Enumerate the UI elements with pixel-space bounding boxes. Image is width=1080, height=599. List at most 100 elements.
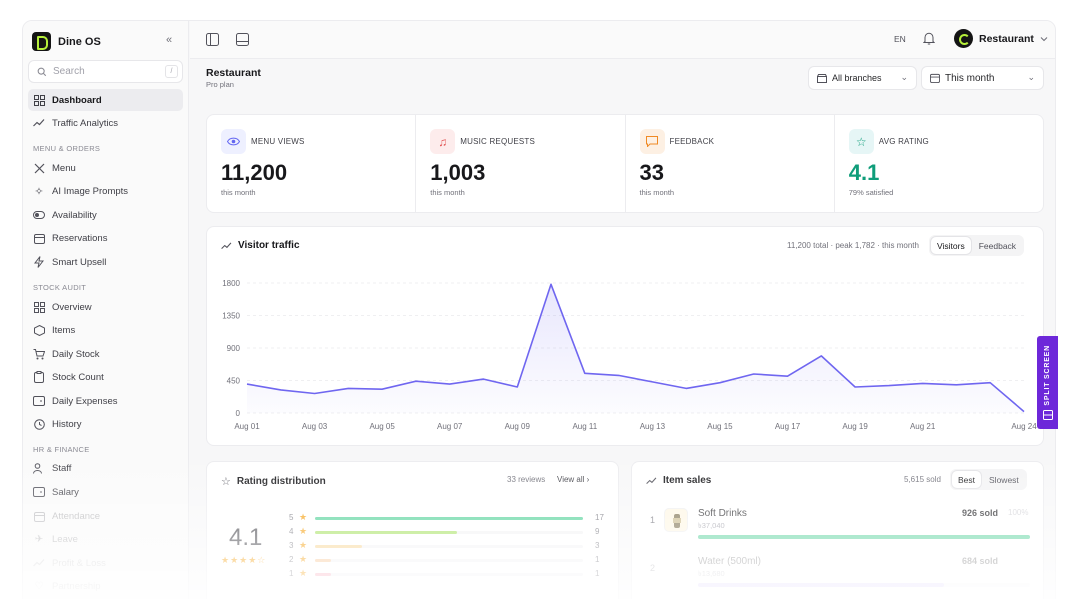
rating-bar-fill xyxy=(315,573,331,576)
sidebar-toggle-icon[interactable] xyxy=(206,33,219,46)
rating-bar-track xyxy=(315,573,583,576)
calendar-icon xyxy=(33,510,45,522)
rating-count: 3 xyxy=(595,541,600,550)
account-menu[interactable]: Restaurant xyxy=(954,29,1048,48)
sidebar-item-items[interactable]: Items xyxy=(28,319,183,341)
sidebar-item-smart-upsell[interactable]: Smart Upsell xyxy=(28,251,183,273)
stat-label: AVG RATING xyxy=(878,137,929,146)
trend-icon xyxy=(33,117,45,129)
x-tick-label: Aug 01 xyxy=(234,422,260,431)
rating-row: 3 ★ 3 xyxy=(289,540,609,552)
traffic-toggle: Visitors Feedback xyxy=(929,235,1025,256)
x-tick-label: Aug 15 xyxy=(707,422,733,431)
sidebar-item-traffic-analytics[interactable]: Traffic Analytics xyxy=(28,112,183,134)
sidebar-item-profit-loss[interactable]: Profit & Loss xyxy=(28,552,183,574)
sidebar-item-leave[interactable]: ✈ Leave xyxy=(28,528,183,550)
stat-label: MUSIC REQUESTS xyxy=(460,137,536,146)
sidebar-item-staff[interactable]: Staff xyxy=(28,457,183,479)
item-sold: 684 sold xyxy=(962,556,999,566)
star-icon: ★ xyxy=(299,512,308,522)
x-tick-label: Aug 17 xyxy=(775,422,801,431)
sale-row[interactable]: 1 Soft Drinks ৳37,040 926 sold 100% xyxy=(646,508,1030,544)
card-title-text: Item sales xyxy=(663,475,712,486)
view-all-link[interactable]: View all › xyxy=(557,475,590,484)
wallet-icon xyxy=(33,395,45,407)
x-tick-label: Aug 19 xyxy=(842,422,868,431)
sidebar-item-history[interactable]: History xyxy=(28,413,183,435)
eye-icon xyxy=(221,129,246,154)
split-screen-tab[interactable]: SPLIT SCREEN xyxy=(1037,336,1058,429)
sidebar-item-daily-stock[interactable]: Daily Stock xyxy=(28,343,183,365)
sidebar-item-availability[interactable]: Availability xyxy=(28,204,183,226)
section-hr-finance: HR & FINANCE xyxy=(33,445,90,454)
sidebar-item-label: Smart Upsell xyxy=(52,256,107,268)
y-tick-label: 1350 xyxy=(222,312,240,321)
item-name: Soft Drinks xyxy=(698,508,747,519)
item-revenue: ৳37,040 xyxy=(698,521,725,530)
box-icon xyxy=(33,324,45,336)
chevron-down-icon xyxy=(1040,36,1048,41)
section-menu-orders: MENU & ORDERS xyxy=(33,144,101,153)
tab-best[interactable]: Best xyxy=(952,471,982,488)
sidebar-item-daily-expenses[interactable]: Daily Expenses xyxy=(28,390,183,412)
history-icon xyxy=(33,418,45,430)
sidebar-item-menu[interactable]: Menu xyxy=(28,157,183,179)
stat-value: 11,200 xyxy=(221,160,288,185)
period-select[interactable]: This month ⌄ xyxy=(921,66,1044,90)
search-icon xyxy=(37,67,47,76)
language-switch[interactable]: EN xyxy=(894,34,906,44)
search-input[interactable]: Search / xyxy=(28,60,183,83)
trend-icon xyxy=(646,477,657,484)
plane-icon: ✈ xyxy=(34,533,44,545)
sidebar-item-salary[interactable]: Salary xyxy=(28,481,183,503)
layout-panel-icon[interactable] xyxy=(236,33,249,46)
cart-icon xyxy=(33,348,45,360)
sold-total: 5,615 sold xyxy=(904,475,941,484)
stat-value: 33 xyxy=(639,160,664,185)
star-icon: ☆ xyxy=(221,476,231,488)
sidebar-item-label: Availability xyxy=(52,209,97,221)
rating-bar-fill xyxy=(315,545,363,548)
tab-feedback[interactable]: Feedback xyxy=(978,240,1017,251)
item-revenue: ৳13,680 xyxy=(698,569,725,578)
sidebar-item-stock-count[interactable]: Stock Count xyxy=(28,366,183,388)
store-icon xyxy=(817,73,827,83)
sidebar-item-ai-image-prompts[interactable]: ✧ AI Image Prompts xyxy=(28,180,183,202)
split-screen-label: SPLIT SCREEN xyxy=(1044,344,1051,406)
bell-icon[interactable] xyxy=(923,32,935,45)
rating-bar-track xyxy=(315,559,583,562)
stat-note: this month xyxy=(221,188,256,197)
rating-row: 1 ★ 1 xyxy=(289,568,609,580)
page-subtitle: Pro plan xyxy=(206,80,234,89)
rating-count: 1 xyxy=(595,569,600,578)
sidebar-item-dashboard[interactable]: Dashboard xyxy=(28,89,183,111)
rating-row: 2 ★ 1 xyxy=(289,554,609,566)
collapse-sidebar-icon[interactable]: « xyxy=(166,34,173,46)
rank: 2 xyxy=(650,563,656,573)
visitor-traffic-chart: 0 450 900 1350 1800 Aug 01 Aug 03 Aug 05 Aug 07 A… xyxy=(222,279,1037,431)
sidebar-item-reservations[interactable]: Reservations xyxy=(28,227,183,249)
sidebar-item-partnership[interactable]: ♡ Partnership xyxy=(28,575,183,597)
stat-feedback: FEEDBACK 33 this month xyxy=(626,115,835,212)
grid-icon xyxy=(33,301,45,313)
rating-stars-value: 5 xyxy=(289,513,294,522)
rating-count: 9 xyxy=(595,527,600,536)
rating-stars-value: 4 xyxy=(289,527,294,536)
series-area xyxy=(247,284,1024,413)
sale-row[interactable]: 2 Water (500ml) ৳13,680 684 sold xyxy=(646,556,1030,592)
tab-slowest[interactable]: Slowest xyxy=(989,474,1019,485)
stats-row: MENU VIEWS 11,200 this month ♫ MUSIC REQ… xyxy=(206,114,1044,213)
sidebar-item-label: Menu xyxy=(52,162,76,174)
branch-select[interactable]: All branches ⌄ xyxy=(808,66,917,90)
x-tick-label: Aug 21 xyxy=(910,422,936,431)
stat-label: FEEDBACK xyxy=(669,137,715,146)
tab-visitors[interactable]: Visitors xyxy=(931,237,971,254)
sidebar-item-overview[interactable]: Overview xyxy=(28,296,183,318)
sidebar-item-label: Attendance xyxy=(52,510,101,522)
sidebar-item-label: History xyxy=(52,418,82,430)
chevron-down-icon: ⌄ xyxy=(1027,72,1035,82)
item-name: Water (500ml) xyxy=(698,556,761,567)
average-stars: ★★★★☆ xyxy=(221,555,267,565)
sidebar-item-attendance[interactable]: Attendance xyxy=(28,505,183,527)
brand[interactable]: Dine OS xyxy=(32,32,101,51)
